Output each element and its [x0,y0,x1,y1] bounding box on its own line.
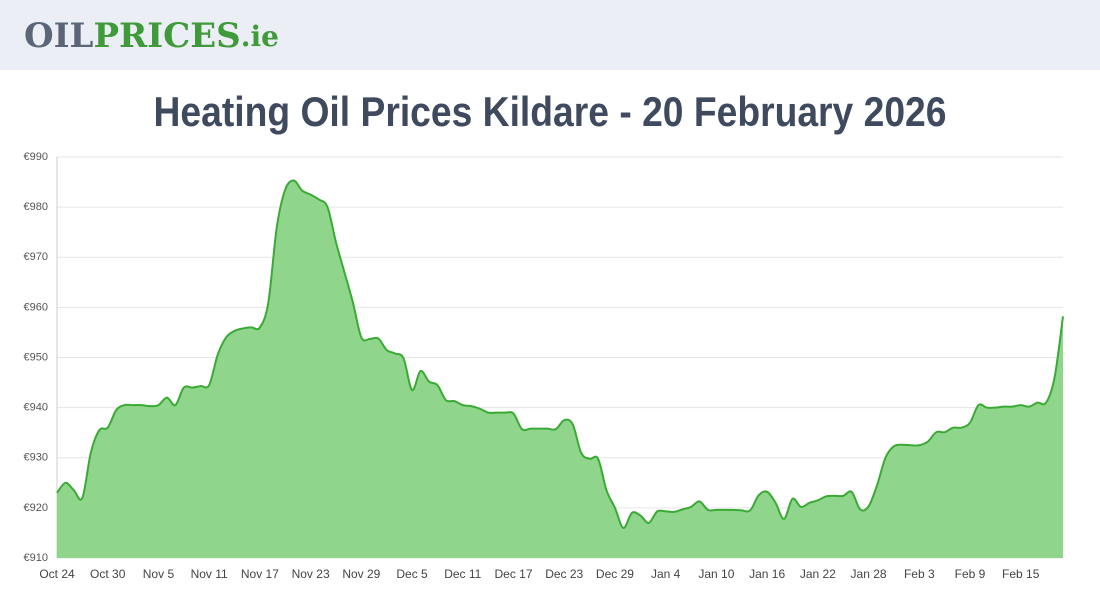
logo-oil: OIL [24,16,94,56]
y-tick-label: €970 [24,251,48,263]
x-tick-label: Dec 29 [596,567,634,581]
y-tick-label: €910 [24,552,48,564]
chart-title: Heating Oil Prices Kildare - 20 February… [154,88,947,135]
y-tick-label: €960 [24,301,48,313]
x-tick-label: Nov 5 [143,567,175,581]
x-tick-label: Nov 11 [191,567,228,581]
x-tick-label: Nov 29 [342,567,380,581]
y-tick-label: €990 [24,151,48,163]
x-tick-label: Nov 23 [292,567,330,581]
x-tick-label: Feb 9 [955,567,986,581]
y-tick-label: €950 [24,351,48,363]
y-tick-label: €930 [24,452,48,464]
y-tick-label: €940 [24,402,48,414]
x-tick-label: Jan 22 [800,567,836,581]
y-tick-label: €920 [24,502,48,514]
x-tick-label: Feb 3 [904,567,935,581]
x-tick-label: Nov 17 [241,567,279,581]
header-bar [0,0,1100,70]
logo-ie: .ie [241,20,279,53]
x-tick-label: Jan 16 [749,567,785,581]
price-line [56,179,1064,529]
x-tick-label: Dec 23 [545,567,583,581]
area-fill [57,180,1063,558]
x-tick-label: Jan 28 [851,567,887,581]
x-tick-label: Oct 30 [90,567,126,581]
logo[interactable]: OILPRICES.ie [24,16,279,56]
x-tick-label: Feb 15 [1002,567,1040,581]
x-tick-label: Jan 4 [651,567,681,581]
x-tick-label: Dec 11 [444,567,481,581]
x-tick-label: Jan 10 [698,567,734,581]
x-tick-label: Dec 17 [494,567,532,581]
y-tick-label: €980 [24,201,48,213]
logo-prices: PRICES [93,16,240,56]
x-tick-label: Dec 5 [396,567,428,581]
x-tick-label: Oct 24 [39,567,75,581]
